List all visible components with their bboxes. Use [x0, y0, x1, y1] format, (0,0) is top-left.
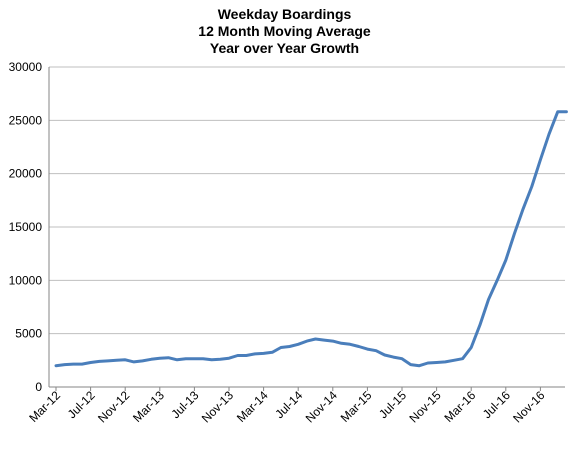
data-point [115, 359, 118, 362]
data-point [210, 359, 213, 361]
y-tick-label: 25000 [9, 113, 43, 127]
series-group [54, 110, 568, 368]
data-point [185, 357, 187, 360]
data-point [461, 357, 464, 360]
x-tick-label: Mar-15 [338, 388, 375, 425]
y-tick-label: 15000 [9, 220, 43, 234]
y-tick-label: 20000 [9, 167, 43, 181]
data-point [522, 208, 524, 210]
x-tick-label: Jul-12 [65, 388, 98, 421]
data-point [513, 232, 516, 235]
data-point [72, 363, 75, 365]
data-point [479, 324, 481, 326]
data-point [219, 358, 222, 361]
data-point [202, 357, 204, 360]
data-point [539, 159, 542, 161]
data-point [89, 361, 92, 364]
x-tick-label: Nov-13 [199, 388, 236, 425]
y-tick-label: 5000 [15, 327, 42, 341]
data-point [124, 359, 126, 361]
data-point [193, 357, 196, 360]
y-tick-label: 10000 [9, 273, 43, 287]
data-point [81, 363, 83, 365]
series-line-0 [54, 110, 568, 368]
data-point [358, 345, 360, 348]
data-point [280, 346, 282, 349]
data-point [418, 364, 421, 367]
data-point [392, 356, 395, 358]
data-point [444, 361, 447, 363]
y-tick-label: 0 [35, 380, 42, 394]
data-point [98, 360, 101, 363]
chart-title-line-1: Weekday Boardings [217, 6, 352, 22]
data-point [245, 354, 248, 357]
chart-title: Weekday Boardings 12 Month Moving Averag… [0, 6, 569, 57]
data-point [314, 338, 317, 340]
data-point [228, 357, 230, 360]
data-point [487, 298, 490, 301]
gridlines [49, 66, 565, 335]
data-point [288, 345, 291, 348]
chart-title-line-2: 12 Month Moving Average [198, 23, 371, 39]
x-tick-label: Mar-16 [442, 388, 479, 425]
x-tick-label: Nov-16 [510, 388, 547, 425]
data-point [141, 360, 144, 362]
data-point [409, 363, 412, 366]
data-point [271, 351, 274, 354]
data-point [176, 359, 178, 361]
data-point [427, 362, 429, 364]
data-point [254, 353, 256, 355]
y-tick-label: 30000 [9, 60, 43, 74]
x-tick-label: Jul-13 [169, 388, 202, 421]
data-point [159, 357, 161, 360]
x-tick-label: Mar-12 [26, 388, 63, 425]
data-point [63, 363, 66, 366]
data-point [306, 340, 308, 342]
x-tick-label: Nov-12 [95, 388, 132, 425]
x-tick-label: Jul-15 [376, 388, 409, 421]
data-point [531, 185, 533, 188]
x-tick-label: Nov-15 [406, 388, 443, 425]
data-point [297, 343, 300, 346]
data-point [332, 340, 334, 342]
x-tick-label: Mar-13 [130, 388, 167, 425]
data-point [453, 359, 455, 362]
x-tick-label: Jul-16 [480, 388, 513, 421]
data-point [349, 343, 351, 346]
x-tick-label: Jul-14 [272, 388, 305, 421]
data-point [375, 349, 377, 352]
data-point [556, 111, 559, 113]
chart-title-line-3: Year over Year Growth [209, 40, 360, 56]
data-point [470, 346, 473, 349]
data-point [340, 342, 343, 345]
data-point [435, 361, 438, 364]
data-point [133, 361, 135, 363]
data-point [505, 259, 507, 261]
x-tick-label: Mar-14 [234, 388, 271, 425]
data-point [366, 348, 369, 350]
data-point [383, 354, 386, 356]
y-axis-ticks: 0 5000 10000 15000 20000 25000 30000 [9, 60, 43, 394]
x-tick-label: Nov-14 [303, 388, 340, 425]
data-point [107, 360, 109, 362]
data-point [548, 133, 550, 135]
axes [48, 67, 565, 391]
data-point [565, 111, 568, 113]
data-point [401, 357, 403, 360]
data-point [150, 358, 152, 361]
data-point [262, 352, 265, 355]
data-point [496, 279, 499, 282]
data-point [236, 354, 239, 357]
data-point [323, 339, 326, 341]
data-point [55, 364, 57, 367]
data-point [167, 356, 170, 359]
